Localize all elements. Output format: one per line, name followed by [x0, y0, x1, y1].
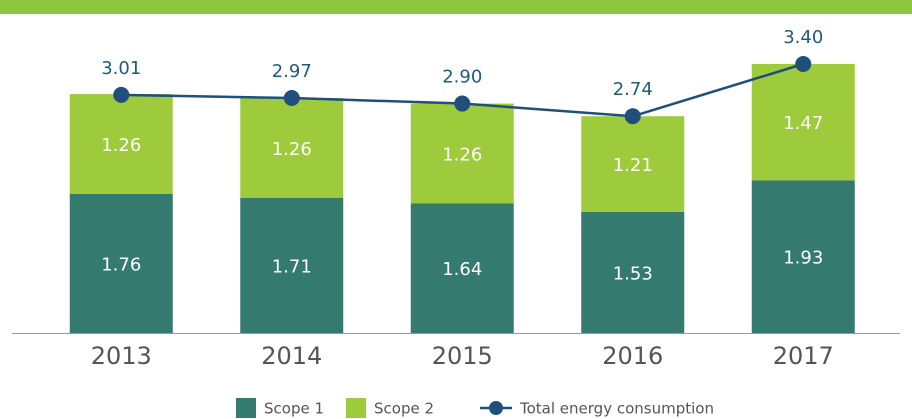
bar-label: 1.76 [101, 254, 141, 275]
bar-label: 1.47 [783, 113, 823, 134]
bar-label: 1.21 [613, 155, 653, 176]
top-band [0, 0, 912, 14]
bar-label: 1.71 [272, 256, 312, 277]
line-label: 2.74 [613, 79, 653, 100]
legend-swatch [346, 398, 366, 418]
x-tick-label: 2015 [432, 342, 493, 370]
x-tick-label: 2014 [261, 342, 322, 370]
bar-label: 1.93 [783, 248, 823, 269]
bar-segment [69, 193, 173, 333]
legend-label: Scope 1 [264, 400, 324, 418]
bar-segment [240, 197, 344, 333]
line-point [283, 90, 300, 107]
line-label: 2.97 [272, 61, 312, 82]
line-label: 3.01 [101, 58, 141, 79]
bar-segment [581, 116, 685, 212]
bar-segment [240, 98, 344, 198]
legend-label: Total energy consumption [519, 400, 714, 418]
bar-segment [751, 64, 855, 181]
bar-segment [581, 211, 685, 333]
legend-swatch [236, 398, 256, 418]
x-tick-label: 2016 [602, 342, 663, 370]
bar-segment [410, 103, 514, 204]
bar-label: 1.53 [613, 263, 653, 284]
legend-marker [489, 401, 503, 415]
line-point [113, 86, 130, 103]
x-tick-label: 2013 [91, 342, 152, 370]
line-label: 3.40 [783, 27, 823, 48]
bar-label: 1.26 [442, 144, 482, 165]
legend-label: Scope 2 [374, 400, 434, 418]
bar-segment [751, 180, 855, 333]
bar-segment [410, 203, 514, 333]
bar-label: 1.26 [272, 139, 312, 160]
bar-label: 1.64 [442, 259, 482, 280]
line-point [624, 108, 641, 125]
bar-segment [69, 94, 173, 194]
line-label: 2.90 [442, 67, 482, 88]
line-point [454, 95, 471, 112]
line-point [795, 56, 812, 72]
x-tick-label: 2017 [773, 342, 834, 370]
bar-label: 1.26 [101, 135, 141, 156]
